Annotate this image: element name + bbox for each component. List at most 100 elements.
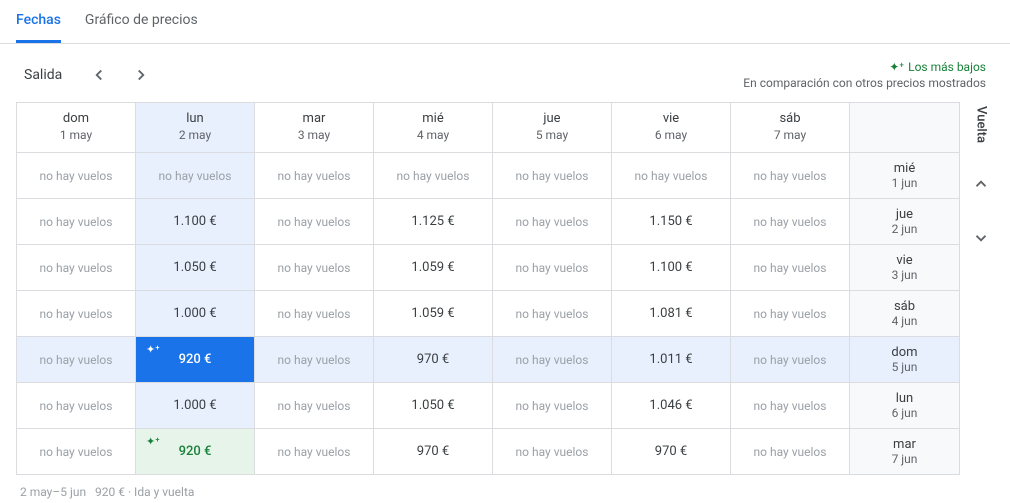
- return-header: jue2 jun: [850, 199, 960, 245]
- return-header-date: 5 jun: [850, 360, 959, 374]
- price-cell[interactable]: 1.150 €: [612, 199, 731, 245]
- price-cell[interactable]: 1.059 €: [374, 291, 493, 337]
- price-cell[interactable]: no hay vuelos: [17, 291, 136, 337]
- return-header-dow: mié: [850, 161, 959, 176]
- price-cell[interactable]: no hay vuelos: [493, 383, 612, 429]
- corner-cell: [850, 103, 960, 153]
- price-row: no hay vuelos✦⁺920 €no hay vuelos970 €no…: [17, 429, 960, 475]
- price-cell[interactable]: 970 €: [612, 429, 731, 475]
- dep-header: sáb7 may: [731, 103, 850, 153]
- price-cell[interactable]: no hay vuelos: [731, 153, 850, 199]
- legend-compare-text: En comparación con otros precios mostrad…: [743, 76, 986, 90]
- return-header-dow: dom: [850, 345, 959, 360]
- tab-price-graph[interactable]: Gráfico de precios: [85, 0, 198, 43]
- dep-header-dow: lun: [136, 111, 254, 128]
- price-cell[interactable]: no hay vuelos: [493, 153, 612, 199]
- price-cell[interactable]: no hay vuelos: [731, 199, 850, 245]
- footer-summary: 2 may–5 jun 920 € · Ida y vuelta: [0, 475, 1010, 503]
- departure-nav: Salida: [24, 62, 154, 88]
- grid-wrap: dom1 maylun2 maymar3 maymié4 mayjue5 may…: [0, 102, 1010, 475]
- price-cell[interactable]: 1.050 €: [374, 383, 493, 429]
- price-cell[interactable]: no hay vuelos: [17, 245, 136, 291]
- return-header: sáb4 jun: [850, 291, 960, 337]
- dep-header-dow: mié: [374, 111, 492, 128]
- price-cell[interactable]: ✦⁺920 €: [136, 429, 255, 475]
- price-cell[interactable]: no hay vuelos: [255, 199, 374, 245]
- price-cell[interactable]: 1.011 €: [612, 337, 731, 383]
- price-cell[interactable]: 1.059 €: [374, 245, 493, 291]
- price-cell[interactable]: no hay vuelos: [255, 429, 374, 475]
- price-cell[interactable]: 1.000 €: [136, 383, 255, 429]
- price-row: no hay vuelos✦⁺920 €no hay vuelos970 €no…: [17, 337, 960, 383]
- tab-dates[interactable]: Fechas: [16, 0, 61, 43]
- dep-header-date: 2 may: [136, 128, 254, 144]
- dep-header-dow: mar: [255, 111, 373, 128]
- footer-range: 2 may–5 jun: [20, 485, 86, 499]
- price-row: no hay vuelos1.100 €no hay vuelos1.125 €…: [17, 199, 960, 245]
- controls-row: Salida ✦⁺ Los más bajos En comparación c…: [0, 44, 1010, 102]
- dep-header: vie6 may: [612, 103, 731, 153]
- price-cell[interactable]: no hay vuelos: [255, 153, 374, 199]
- price-cell[interactable]: 1.100 €: [612, 245, 731, 291]
- price-cell[interactable]: no hay vuelos: [17, 383, 136, 429]
- price-cell[interactable]: no hay vuelos: [731, 337, 850, 383]
- footer-price-summary: 920 € · Ida y vuelta: [95, 485, 194, 499]
- dep-header-dow: vie: [612, 111, 730, 128]
- price-cell[interactable]: 970 €: [374, 337, 493, 383]
- price-cell[interactable]: 1.081 €: [612, 291, 731, 337]
- price-cell[interactable]: no hay vuelos: [731, 291, 850, 337]
- price-cell[interactable]: no hay vuelos: [493, 245, 612, 291]
- price-cell[interactable]: no hay vuelos: [17, 153, 136, 199]
- price-cell[interactable]: no hay vuelos: [731, 245, 850, 291]
- price-cell[interactable]: no hay vuelos: [493, 337, 612, 383]
- next-departure-button[interactable]: [128, 62, 154, 88]
- dep-header-date: 5 may: [493, 128, 611, 144]
- return-header: mié1 jun: [850, 153, 960, 199]
- next-return-button[interactable]: [968, 225, 994, 251]
- dep-header-dow: dom: [17, 111, 135, 128]
- return-nav: Vuelta: [968, 102, 994, 251]
- price-value: 920 €: [179, 444, 212, 459]
- legend-lowest-text: Los más bajos: [908, 60, 986, 74]
- price-cell[interactable]: 1.125 €: [374, 199, 493, 245]
- price-cell[interactable]: no hay vuelos: [493, 429, 612, 475]
- price-cell[interactable]: no hay vuelos: [731, 383, 850, 429]
- price-cell[interactable]: ✦⁺920 €: [136, 337, 255, 383]
- price-cell[interactable]: no hay vuelos: [374, 153, 493, 199]
- chevron-right-icon: [132, 66, 150, 84]
- price-cell[interactable]: 1.100 €: [136, 199, 255, 245]
- return-header: dom5 jun: [850, 337, 960, 383]
- price-cell[interactable]: no hay vuelos: [136, 153, 255, 199]
- dep-header: dom1 may: [17, 103, 136, 153]
- price-cell[interactable]: 970 €: [374, 429, 493, 475]
- price-cell[interactable]: no hay vuelos: [255, 291, 374, 337]
- price-value: 920 €: [179, 352, 212, 367]
- price-cell[interactable]: no hay vuelos: [255, 337, 374, 383]
- return-header: lun6 jun: [850, 383, 960, 429]
- price-cell[interactable]: 1.000 €: [136, 291, 255, 337]
- dep-header-date: 3 may: [255, 128, 373, 144]
- price-cell[interactable]: no hay vuelos: [17, 199, 136, 245]
- price-cell[interactable]: no hay vuelos: [612, 153, 731, 199]
- dep-header: mar3 may: [255, 103, 374, 153]
- price-cell[interactable]: no hay vuelos: [493, 199, 612, 245]
- tabs-bar: Fechas Gráfico de precios: [0, 0, 1010, 44]
- price-cell[interactable]: no hay vuelos: [731, 429, 850, 475]
- price-cell[interactable]: no hay vuelos: [17, 337, 136, 383]
- price-cell[interactable]: no hay vuelos: [493, 291, 612, 337]
- price-cell[interactable]: no hay vuelos: [17, 429, 136, 475]
- prev-return-button[interactable]: [968, 171, 994, 197]
- dep-header-dow: jue: [493, 111, 611, 128]
- return-header: mar7 jun: [850, 429, 960, 475]
- price-row: no hay vuelos1.050 €no hay vuelos1.059 €…: [17, 245, 960, 291]
- price-cell[interactable]: 1.046 €: [612, 383, 731, 429]
- chevron-left-icon: [90, 66, 108, 84]
- return-header-date: 7 jun: [850, 452, 959, 466]
- return-header: vie3 jun: [850, 245, 960, 291]
- price-cell[interactable]: no hay vuelos: [255, 383, 374, 429]
- prev-departure-button[interactable]: [86, 62, 112, 88]
- price-cell[interactable]: 1.050 €: [136, 245, 255, 291]
- price-cell[interactable]: no hay vuelos: [255, 245, 374, 291]
- dep-header-date: 1 may: [17, 128, 135, 144]
- price-row: no hay vuelosno hay vuelosno hay vuelosn…: [17, 153, 960, 199]
